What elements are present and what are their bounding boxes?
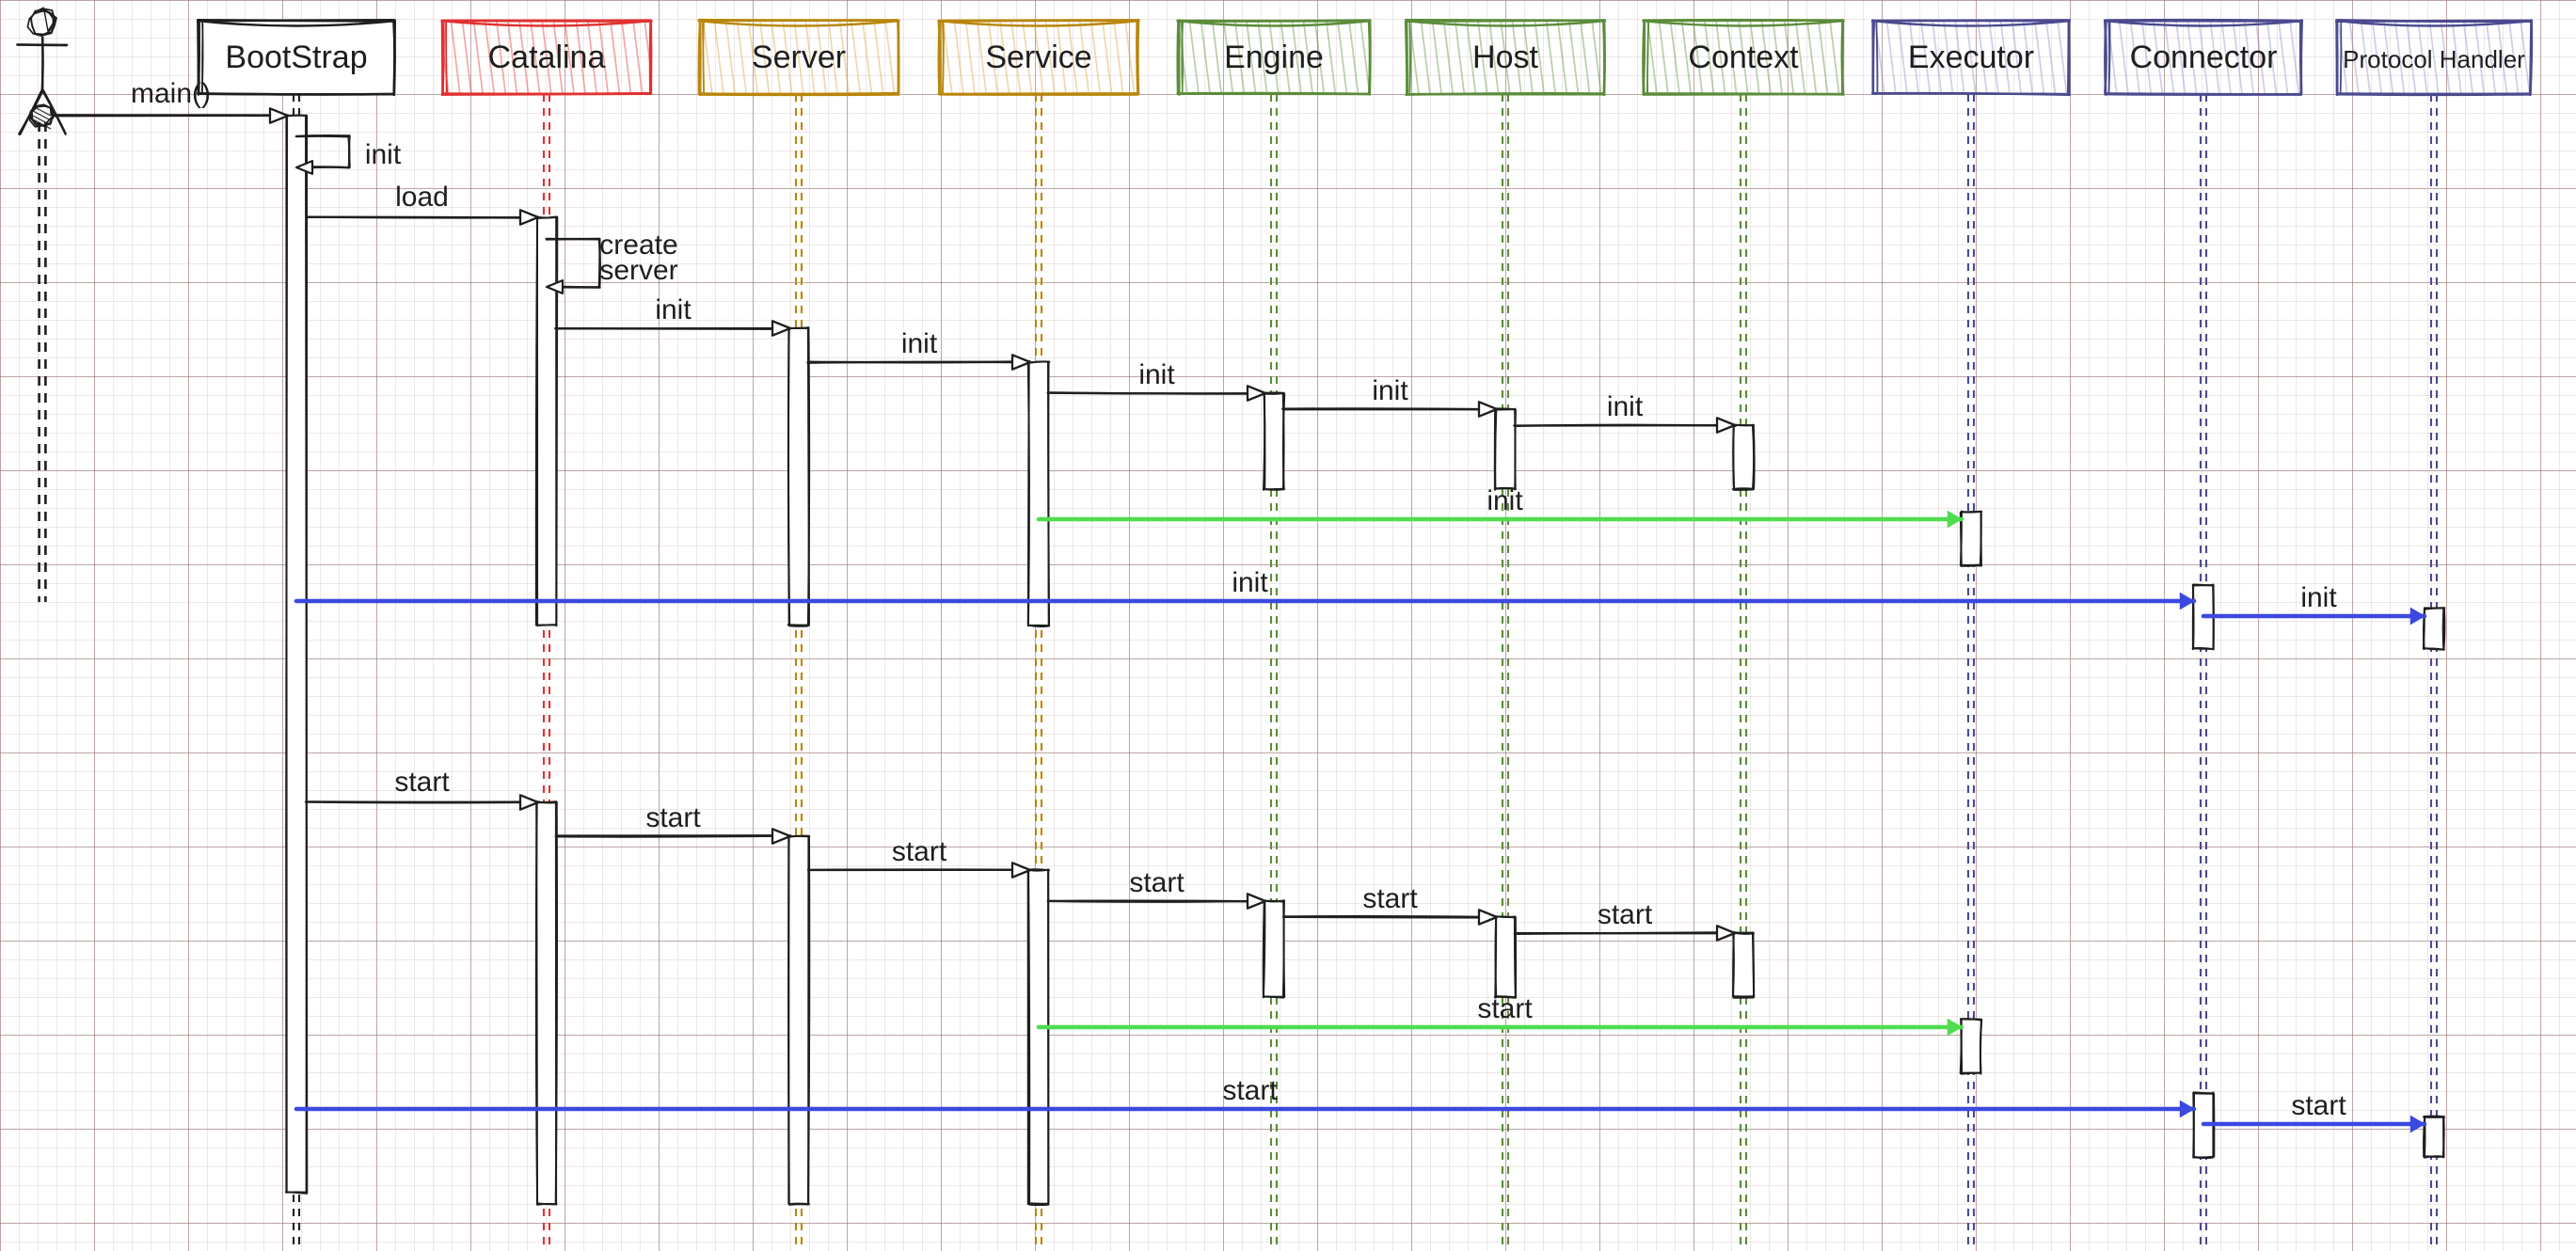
svg-text:init: init xyxy=(1372,375,1408,406)
svg-text:Executor: Executor xyxy=(1908,40,2034,75)
svg-text:start: start xyxy=(645,802,701,833)
svg-text:Engine: Engine xyxy=(1224,40,1324,75)
svg-text:load: load xyxy=(395,182,449,213)
svg-text:start: start xyxy=(2291,1090,2346,1121)
svg-text:Catalina: Catalina xyxy=(488,40,606,75)
svg-text:init: init xyxy=(1138,359,1175,390)
svg-text:Service: Service xyxy=(985,40,1091,75)
svg-text:init: init xyxy=(365,139,402,170)
svg-text:BootStrap: BootStrap xyxy=(225,40,367,75)
svg-text:init: init xyxy=(1232,567,1268,598)
svg-text:init: init xyxy=(1487,485,1523,516)
svg-text:Host: Host xyxy=(1472,40,1538,75)
svg-text:start: start xyxy=(1477,993,1533,1024)
svg-text:Context: Context xyxy=(1688,40,1799,75)
svg-text:Protocol Handler: Protocol Handler xyxy=(2343,45,2525,73)
svg-text:Connector: Connector xyxy=(2130,40,2278,75)
svg-text:start: start xyxy=(1598,899,1653,930)
svg-text:start: start xyxy=(892,836,947,867)
svg-text:init: init xyxy=(655,294,692,325)
svg-text:start: start xyxy=(394,767,450,798)
svg-text:main(): main() xyxy=(131,78,211,109)
svg-text:init: init xyxy=(2300,582,2337,613)
svg-text:init: init xyxy=(901,328,938,359)
svg-text:init: init xyxy=(1607,391,1644,422)
svg-text:start: start xyxy=(1129,867,1185,898)
svg-text:server: server xyxy=(599,255,677,286)
svg-text:start: start xyxy=(1222,1075,1278,1106)
svg-text:start: start xyxy=(1362,883,1418,914)
svg-text:Server: Server xyxy=(752,40,846,75)
